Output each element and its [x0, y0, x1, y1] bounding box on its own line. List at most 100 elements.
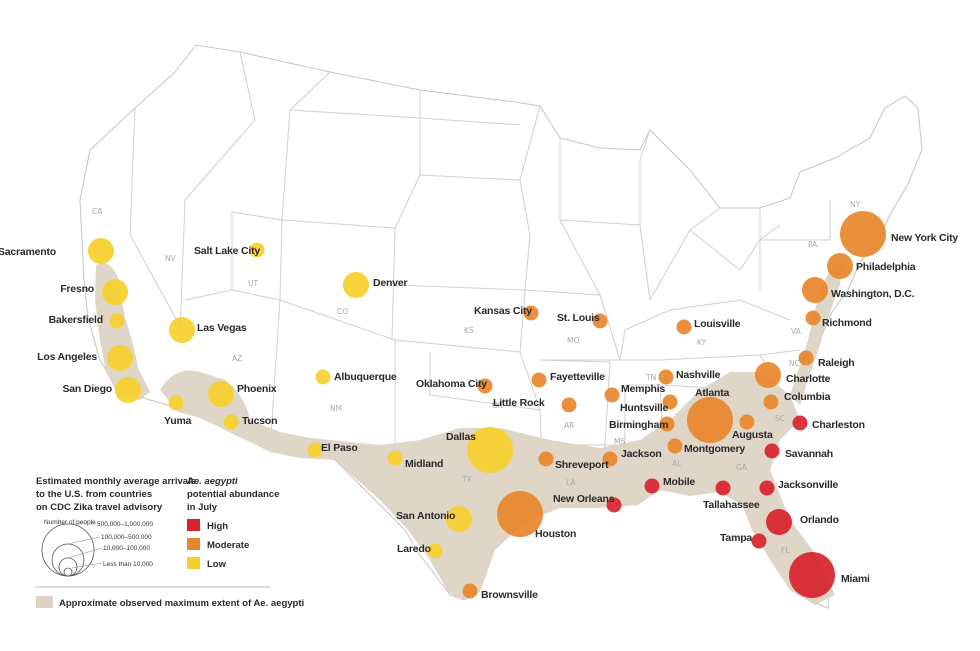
- city-marker-brownsville: [462, 583, 478, 599]
- legend-abundance-title-3: in July: [187, 502, 218, 513]
- city-label-tampa: Tampa: [720, 532, 752, 544]
- city-label-miami: Miami: [841, 573, 870, 585]
- legend-label-high: High: [207, 521, 228, 532]
- city-label-yuma: Yuma: [164, 415, 192, 427]
- city-marker-tucson: [223, 414, 239, 430]
- city-label-columbia: Columbia: [784, 391, 831, 403]
- legend-swatch-high: [187, 519, 200, 531]
- city-label-tallahassee: Tallahassee: [703, 499, 760, 511]
- state-label: PA: [808, 240, 818, 249]
- state-label: NC: [789, 359, 800, 368]
- city-label-philadelphia: Philadelphia: [856, 261, 916, 273]
- state-label: NV: [165, 254, 177, 263]
- legend-swatch-moderate: [187, 538, 200, 550]
- city-label-birmingham: Birmingham: [609, 419, 668, 431]
- city-marker-savannah: [764, 443, 780, 459]
- legend-abundance-title-1: Ae. aegypti: [186, 476, 238, 487]
- city-marker-phoenix: [208, 381, 234, 407]
- city-label-atlanta: Atlanta: [695, 387, 730, 399]
- legend-arrivals-title-3: on CDC Zika travel advisory: [36, 502, 163, 513]
- state-label: CO: [337, 307, 348, 316]
- city-label-dallas: Dallas: [446, 431, 476, 443]
- legend-abundance-title-2: potential abundance: [187, 489, 279, 500]
- state-label: AR: [564, 421, 574, 430]
- legend-size-leaders: [67, 523, 103, 569]
- city-marker-denver: [343, 272, 369, 298]
- legend-arrivals-title-1: Estimated monthly average arrivals: [36, 476, 196, 487]
- city-marker-san-antonio: [446, 506, 472, 532]
- legend-size-2: 100,000–500,000: [101, 534, 152, 541]
- city-markers: Sacramento Fresno Bakersfield Los Angeles Sa…: [0, 211, 959, 601]
- city-marker-salt-lake-city: [249, 242, 265, 258]
- legend-swatch-extent: [36, 596, 53, 608]
- city-marker-atlanta: [687, 397, 733, 443]
- city-label-san-diego: San Diego: [62, 383, 112, 395]
- city-label-salt-lake-city: Salt Lake City: [194, 245, 260, 257]
- city-marker-st-louis: [592, 313, 608, 329]
- state-label: MS: [614, 437, 625, 446]
- city-label-new-york-city: New York City: [891, 232, 958, 244]
- city-label-fayetteville: Fayetteville: [550, 371, 605, 383]
- city-label-oklahoma-city: Oklahoma City: [416, 378, 487, 390]
- city-marker-louisville: [676, 319, 692, 335]
- city-marker-fayetteville: [531, 372, 547, 388]
- legend-swatch-low: [187, 557, 200, 569]
- city-marker-jacksonville: [759, 480, 775, 496]
- city-marker-laredo: [427, 543, 443, 559]
- city-label-jacksonville: Jacksonville: [778, 479, 838, 491]
- city-marker-orlando: [766, 509, 792, 535]
- state-label: KY: [697, 338, 707, 347]
- state-label: CA: [92, 207, 103, 216]
- legend-label-low: Low: [207, 559, 227, 570]
- city-label-brownsville: Brownsville: [481, 589, 538, 601]
- city-label-richmond: Richmond: [822, 317, 872, 329]
- city-label-huntsville: Huntsville: [620, 402, 669, 414]
- city-label-los-angeles: Los Angeles: [37, 351, 97, 363]
- extent-atlantic-coast: [790, 262, 842, 405]
- city-label-shreveport: Shreveport: [555, 459, 609, 471]
- city-marker-jackson: [602, 451, 618, 467]
- city-marker-memphis: [604, 387, 620, 403]
- city-marker-fresno: [102, 279, 128, 305]
- city-label-charlotte: Charlotte: [786, 373, 831, 385]
- city-marker-albuquerque: [315, 369, 331, 385]
- city-label-orlando: Orlando: [800, 514, 839, 526]
- state-labels: CA NV UT AZ CO NM KS OK TX MO AR LA MS A…: [92, 200, 861, 555]
- state-label: SC: [775, 414, 785, 423]
- city-marker-philadelphia: [827, 253, 853, 279]
- city-marker-charleston: [792, 415, 808, 431]
- city-marker-midland: [387, 450, 403, 466]
- city-label-mobile: Mobile: [663, 476, 695, 488]
- city-label-raleigh: Raleigh: [818, 357, 855, 369]
- city-marker-mobile: [644, 478, 660, 494]
- state-label: NY: [850, 200, 861, 209]
- city-label-louisville: Louisville: [694, 318, 741, 330]
- state-label: VA: [791, 327, 802, 336]
- state-label: OK: [492, 401, 504, 410]
- city-marker-kansas-city: [523, 305, 539, 321]
- city-label-san-antonio: San Antonio: [396, 510, 455, 522]
- legend-size-1: 500,000–1,000,000: [97, 521, 153, 528]
- state-label: LA: [566, 478, 576, 487]
- state-label: FL: [781, 546, 790, 555]
- state-label: GA: [736, 463, 748, 472]
- city-marker-montgomery: [667, 438, 683, 454]
- city-marker-bakersfield: [109, 313, 125, 329]
- city-label-kansas-city: Kansas City: [474, 305, 532, 317]
- city-marker-san-diego: [115, 377, 141, 403]
- city-marker-new-orleans: [606, 497, 622, 513]
- legend: Estimated monthly average arrivals to th…: [35, 476, 304, 609]
- city-marker-new-york-city: [840, 211, 886, 257]
- city-label-houston: Houston: [535, 528, 576, 540]
- city-marker-columbia: [763, 394, 779, 410]
- city-label-charleston: Charleston: [812, 419, 865, 431]
- city-marker-miami: [789, 552, 835, 598]
- city-marker-huntsville: [662, 394, 678, 410]
- city-label-las-vegas: Las Vegas: [197, 322, 247, 334]
- city-label-phoenix: Phoenix: [237, 383, 277, 395]
- city-marker-yuma: [168, 395, 184, 411]
- state-label: UT: [248, 279, 258, 288]
- legend-size-3: 10,000–100,000: [103, 545, 150, 552]
- city-marker-oklahoma-city: [477, 378, 493, 394]
- city-marker-tallahassee: [715, 480, 731, 496]
